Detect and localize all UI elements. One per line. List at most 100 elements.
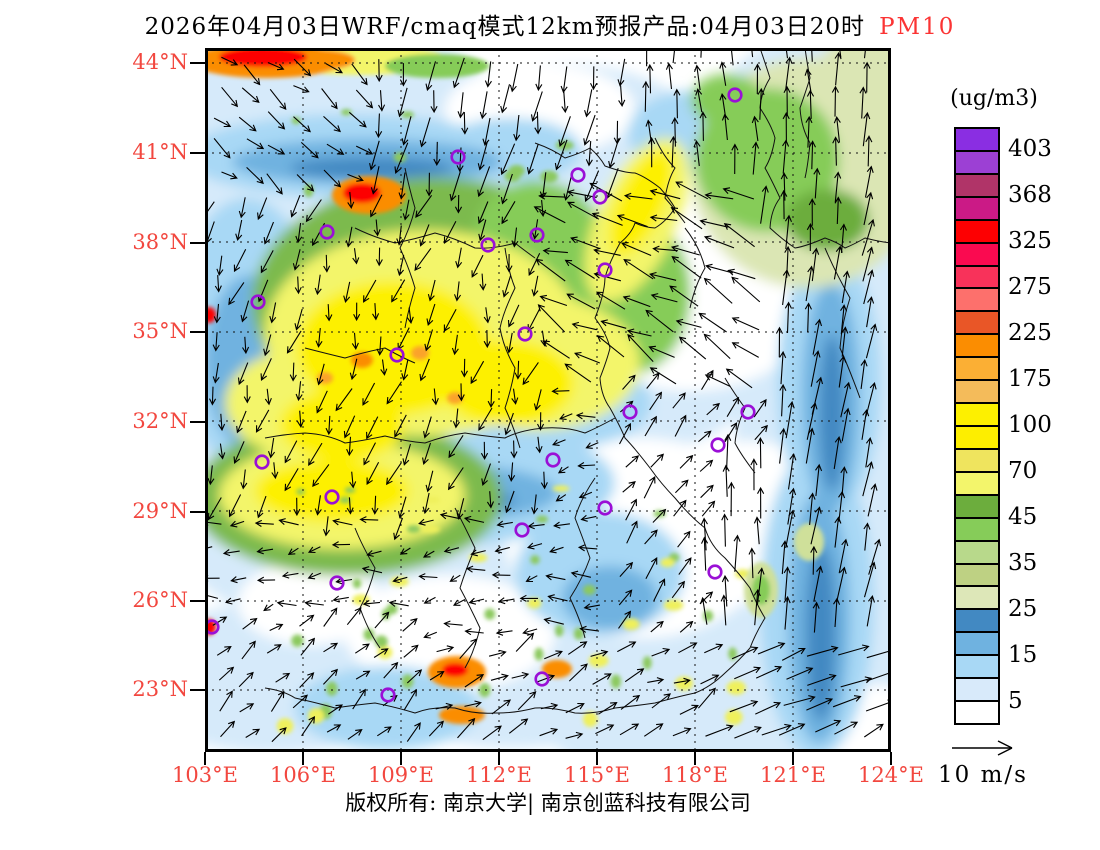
lon-tick — [498, 752, 500, 765]
station-marker — [622, 404, 638, 420]
lon-tick — [694, 752, 696, 765]
lat-label: 29°N — [132, 499, 188, 523]
colorbar-tick-label: 275 — [1008, 274, 1052, 300]
map-frame — [205, 48, 891, 752]
colorbar-segment — [956, 585, 998, 609]
lat-tick — [190, 242, 205, 244]
lon-label: 112°E — [466, 763, 532, 787]
station-marker — [597, 500, 613, 516]
colorbar-tick-label: 25 — [1008, 596, 1038, 622]
wind-field-arrows — [205, 48, 891, 743]
colorbar-segment — [956, 310, 998, 334]
colorbar-segment — [956, 356, 998, 380]
station-marker — [517, 326, 533, 342]
colorbar-tick-label: 70 — [1008, 458, 1038, 484]
lon-tick — [596, 752, 598, 765]
wind-reference-label: 10 m/s — [938, 762, 1028, 788]
colorbar-tick-label: 15 — [1008, 642, 1038, 668]
lat-label: 32°N — [132, 409, 188, 433]
colorbar-segment — [956, 241, 998, 265]
lat-tick — [190, 689, 205, 691]
colorbar-tick-label: 403 — [1008, 136, 1052, 162]
station-marker — [597, 262, 613, 278]
station-marker — [514, 522, 530, 538]
colorbar-segment — [956, 424, 998, 448]
colorbar — [954, 127, 1000, 725]
station-marker — [727, 87, 743, 103]
station-marker — [480, 237, 496, 253]
colorbar-segment — [956, 333, 998, 357]
lat-label: 26°N — [132, 588, 188, 612]
colorbar-tick-label: 5 — [1008, 688, 1023, 714]
lon-label: 115°E — [564, 763, 630, 787]
colorbar-segment — [956, 287, 998, 311]
colorbar-segment — [956, 631, 998, 655]
colorbar-tick-label: 45 — [1008, 504, 1038, 530]
colorbar-segment — [956, 677, 998, 701]
colorbar-tick-label: 368 — [1008, 182, 1052, 208]
colorbar-segment — [956, 470, 998, 494]
lon-tick — [400, 752, 402, 765]
colorbar-tick-label: 35 — [1008, 550, 1038, 576]
lat-tick — [190, 511, 205, 513]
map-image — [205, 48, 891, 752]
colorbar-segment — [956, 264, 998, 288]
station-marker — [740, 404, 756, 420]
lat-tick — [190, 152, 205, 154]
station-marker — [710, 437, 726, 453]
colorbar-segment — [956, 149, 998, 173]
station-marker — [545, 452, 561, 468]
colorbar-segment — [956, 493, 998, 517]
graticule — [205, 48, 891, 752]
pm10-field — [205, 48, 891, 752]
colorbar-tick-label: 100 — [1008, 412, 1052, 438]
lon-label: 118°E — [662, 763, 728, 787]
lon-label: 106°E — [270, 763, 336, 787]
colorbar-segment — [956, 218, 998, 242]
colorbar-segment — [956, 379, 998, 403]
lon-label: 103°E — [172, 763, 238, 787]
lat-tick — [190, 331, 205, 333]
lon-tick — [204, 752, 206, 765]
colorbar-segment — [956, 402, 998, 425]
title-text: 2026年04月03日WRF/cmaq模式12km预报产品:04月03日20时 — [144, 14, 866, 40]
lon-tick — [890, 752, 892, 765]
lat-label: 41°N — [132, 140, 188, 164]
lat-label: 35°N — [132, 319, 188, 343]
colorbar-tick-label: 225 — [1008, 320, 1052, 346]
lat-label: 44°N — [132, 50, 188, 74]
colorbar-segment — [956, 539, 998, 563]
lon-label: 121°E — [760, 763, 826, 787]
lat-label: 23°N — [132, 677, 188, 701]
colorbar-segment — [956, 700, 998, 723]
pollutant-label: PM10 — [879, 14, 956, 40]
page-title: 2026年04月03日WRF/cmaq模式12km预报产品:04月03日20时 P… — [0, 7, 1100, 41]
colorbar-segment — [956, 562, 998, 586]
lon-label: 109°E — [368, 763, 434, 787]
station-markers — [205, 87, 756, 703]
station-marker — [329, 575, 345, 591]
station-marker — [319, 224, 335, 240]
colorbar-segment — [956, 172, 998, 196]
lon-tick — [302, 752, 304, 765]
colorbar-unit-label: (ug/m3) — [950, 86, 1038, 111]
colorbar-segment — [956, 516, 998, 540]
copyright-text: 版权所有: 南京大学| 南京创蓝科技有限公司 — [345, 791, 751, 815]
station-marker — [250, 294, 266, 310]
colorbar-segment — [956, 195, 998, 219]
colorbar-segment — [956, 608, 998, 632]
station-marker — [707, 564, 723, 580]
station-marker — [450, 149, 466, 165]
colorbar-segment — [956, 654, 998, 678]
lat-tick — [190, 600, 205, 602]
lon-label: 124°E — [858, 763, 924, 787]
station-marker — [592, 189, 608, 205]
pm10-forecast-map — [205, 48, 891, 752]
lat-tick — [190, 62, 205, 64]
colorbar-tick-label: 325 — [1008, 228, 1052, 254]
lon-tick — [792, 752, 794, 765]
station-marker — [324, 489, 340, 505]
colorbar-tick-label: 175 — [1008, 366, 1052, 392]
station-marker — [380, 687, 396, 703]
